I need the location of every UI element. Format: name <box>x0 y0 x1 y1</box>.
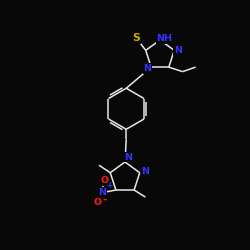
Text: N: N <box>141 167 149 176</box>
Text: NH: NH <box>156 34 172 43</box>
Text: N: N <box>174 46 182 55</box>
Text: -: - <box>102 194 106 204</box>
Text: O: O <box>100 176 108 185</box>
Text: S: S <box>132 33 140 43</box>
Text: N: N <box>144 64 152 73</box>
Text: N: N <box>124 152 132 162</box>
Text: N: N <box>98 188 106 196</box>
Text: +: + <box>107 181 113 190</box>
Text: O: O <box>93 198 101 207</box>
